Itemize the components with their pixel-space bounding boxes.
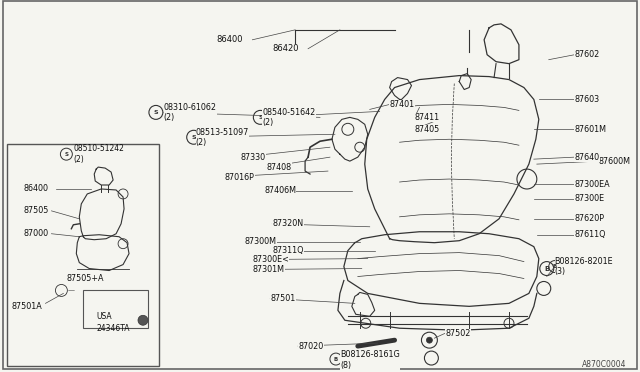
Text: S: S bbox=[191, 135, 196, 140]
Text: 87505: 87505 bbox=[24, 206, 49, 215]
Text: 87300E<: 87300E< bbox=[252, 255, 289, 264]
Text: 87501A: 87501A bbox=[12, 302, 42, 311]
Text: 87603: 87603 bbox=[575, 95, 600, 104]
Text: 87505+A: 87505+A bbox=[67, 274, 104, 283]
Text: 87411: 87411 bbox=[415, 113, 440, 122]
Text: 87502: 87502 bbox=[445, 329, 470, 338]
Text: 87600M: 87600M bbox=[598, 157, 630, 166]
Text: 87016P: 87016P bbox=[225, 173, 254, 182]
Text: 87320N: 87320N bbox=[272, 219, 303, 228]
Text: USA: USA bbox=[96, 312, 112, 321]
Text: 08513-51097
(2): 08513-51097 (2) bbox=[196, 128, 249, 147]
Text: 86400: 86400 bbox=[24, 185, 49, 193]
Text: B: B bbox=[334, 356, 338, 362]
Text: S: S bbox=[154, 110, 158, 115]
Text: 87020: 87020 bbox=[298, 341, 323, 351]
Text: 87300M: 87300M bbox=[244, 237, 276, 246]
Text: 87311Q: 87311Q bbox=[272, 246, 304, 255]
Text: 08310-61062
(2): 08310-61062 (2) bbox=[164, 103, 217, 122]
Text: 87301M: 87301M bbox=[252, 265, 284, 274]
Text: B08126-8161G
(8): B08126-8161G (8) bbox=[340, 350, 399, 370]
Text: 87000: 87000 bbox=[24, 229, 49, 238]
Bar bbox=[6, 144, 159, 366]
Text: 08510-51242
(2): 08510-51242 (2) bbox=[74, 144, 124, 164]
Text: 87330: 87330 bbox=[241, 153, 266, 162]
Text: 87406M: 87406M bbox=[264, 186, 296, 195]
Text: 08540-51642
(2): 08540-51642 (2) bbox=[262, 108, 316, 127]
Text: 87405: 87405 bbox=[415, 125, 440, 134]
Text: B: B bbox=[387, 356, 392, 362]
Text: B: B bbox=[544, 266, 549, 272]
Text: S: S bbox=[65, 152, 68, 157]
Text: 87300EA: 87300EA bbox=[575, 180, 611, 189]
Text: 87620P: 87620P bbox=[575, 214, 605, 223]
Text: 24346TA: 24346TA bbox=[96, 324, 130, 333]
Text: 87401: 87401 bbox=[390, 100, 415, 109]
Text: 87601M: 87601M bbox=[575, 125, 607, 134]
Text: A870C0004: A870C0004 bbox=[582, 359, 627, 369]
Text: 87602: 87602 bbox=[575, 50, 600, 59]
Text: 87501: 87501 bbox=[270, 294, 296, 303]
Text: B: B bbox=[552, 264, 557, 269]
Circle shape bbox=[426, 337, 433, 343]
Text: 87408: 87408 bbox=[266, 163, 291, 171]
Text: S: S bbox=[258, 115, 262, 120]
Text: B08126-8201E
(3): B08126-8201E (3) bbox=[555, 257, 613, 276]
Bar bbox=[83, 291, 148, 328]
Text: 87640: 87640 bbox=[575, 153, 600, 162]
Circle shape bbox=[138, 315, 148, 325]
Text: 86420: 86420 bbox=[272, 44, 299, 53]
Text: 87611Q: 87611Q bbox=[575, 230, 606, 239]
Text: 86400: 86400 bbox=[216, 35, 243, 44]
Text: —: — bbox=[67, 288, 74, 294]
Text: 87300E: 87300E bbox=[575, 195, 605, 203]
